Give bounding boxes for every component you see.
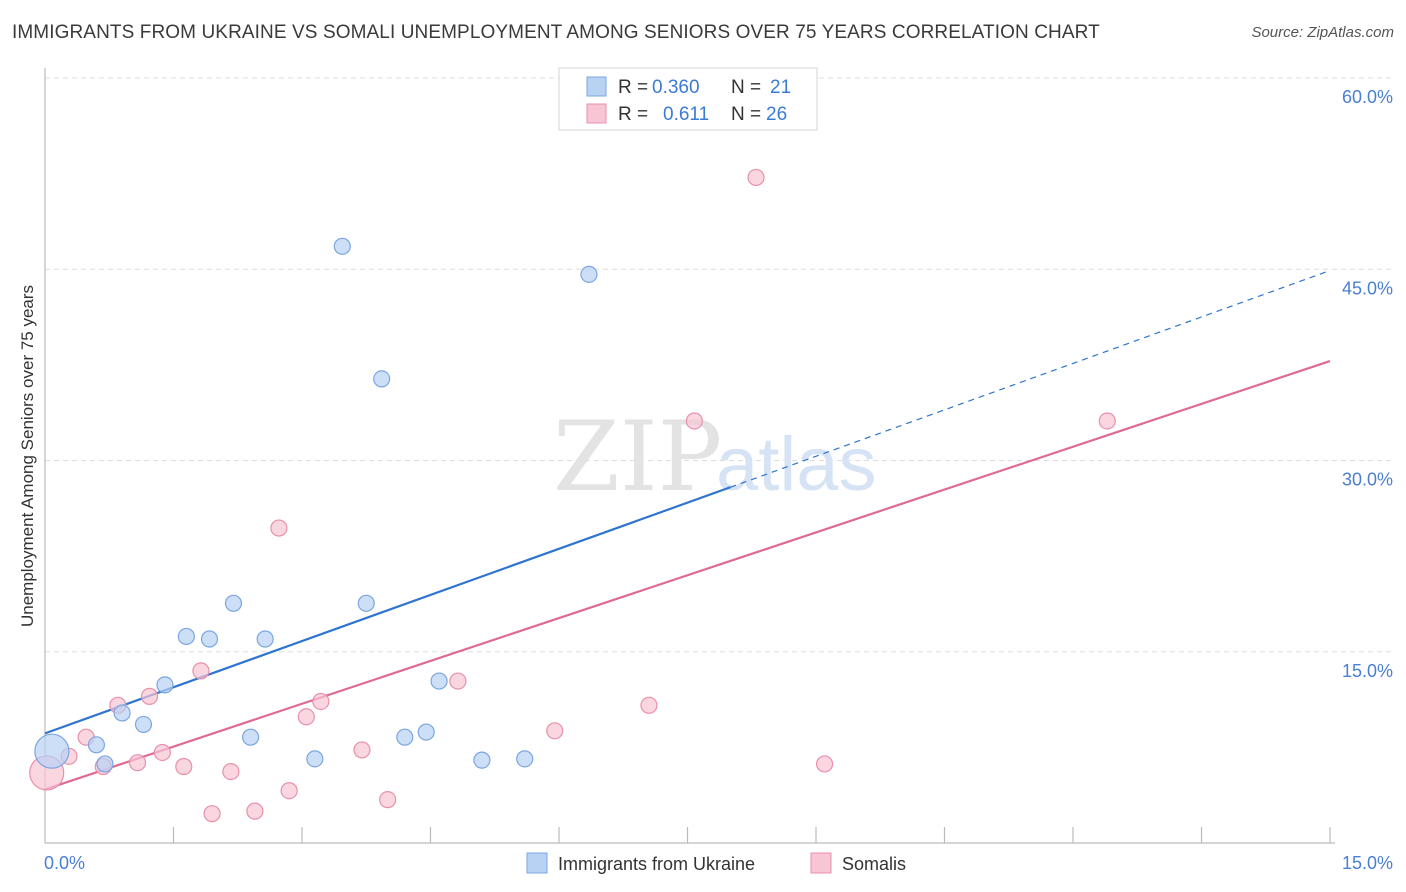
legend-n-value-ukraine: 21	[770, 77, 791, 98]
point-somali-23	[747, 168, 765, 187]
point-somali-22	[685, 412, 703, 430]
point-somali-9	[192, 662, 210, 680]
correlation-legend: R = 0.360 N = 21 R = 0.611 N = 26	[558, 67, 818, 131]
point-ukraine-8	[224, 594, 243, 612]
chart-title: IMMIGRANTS FROM UKRAINE VS SOMALI UNEMPL…	[12, 22, 1100, 43]
point-ukraine-7	[200, 630, 219, 648]
legend-swatch-somali	[586, 103, 607, 124]
point-somali-15	[297, 708, 315, 726]
point-ukraine-18	[473, 751, 491, 769]
axes	[44, 68, 1335, 844]
source-credit: Source: ZipAtlas.com	[1251, 24, 1394, 41]
y-tick-label-45: 45.0%	[1342, 278, 1393, 298]
legend-r-value-somali: 0.611	[663, 104, 709, 125]
legend-r-label-somali: R =	[618, 104, 648, 125]
watermark-atlas: atlas	[716, 422, 877, 507]
point-ukraine-15	[396, 728, 414, 746]
x-axis-ticks	[172, 827, 1331, 843]
point-somali-14	[280, 782, 298, 800]
point-ukraine-9	[242, 728, 260, 746]
trend-line-ukraine-extension	[730, 269, 1331, 488]
point-ukraine-16	[417, 723, 435, 741]
point-ukraine-2	[96, 755, 114, 773]
point-somali-8	[175, 757, 193, 776]
point-somali-13	[270, 519, 288, 537]
point-ukraine-5	[156, 676, 174, 694]
point-somali-21	[640, 696, 658, 714]
legend-n-label-ukraine: N =	[731, 77, 761, 98]
point-somali-7	[153, 743, 171, 762]
series-legend-swatch-somali	[810, 852, 832, 874]
data-points	[29, 168, 1116, 823]
point-somali-6	[140, 687, 159, 705]
point-ukraine-11	[306, 750, 324, 768]
point-ukraine-3	[113, 704, 131, 722]
point-ukraine-14	[373, 370, 391, 388]
legend-n-label-somali: N =	[731, 104, 761, 125]
series-legend: Immigrants from Ukraine Somalis	[526, 852, 906, 874]
point-somali-25	[1098, 412, 1116, 430]
trend-line-ukraine	[44, 486, 731, 735]
point-somali-19	[449, 672, 467, 690]
point-ukraine-4	[134, 715, 153, 734]
y-axis-label: Unemployment Among Seniors over 75 years	[18, 285, 37, 627]
legend-r-value-ukraine: 0.360	[652, 77, 700, 98]
y-tick-label-60: 60.0%	[1342, 87, 1393, 107]
point-somali-16	[312, 692, 330, 711]
point-ukraine-12	[333, 237, 351, 255]
point-somali-20	[546, 722, 564, 740]
y-axis-tick-labels: 15.0% 30.0% 45.0% 60.0%	[1342, 87, 1393, 681]
point-ukraine-1	[87, 736, 106, 754]
point-ukraine-19	[516, 750, 534, 768]
point-somali-17	[353, 741, 371, 759]
x-tick-label-left: 0.0%	[44, 853, 85, 873]
point-ukraine-20	[580, 265, 598, 283]
legend-r-label-ukraine: R =	[618, 77, 648, 98]
x-tick-label-right: 15.0%	[1342, 853, 1393, 873]
y-tick-label-15: 15.0%	[1342, 661, 1393, 681]
point-ukraine-13	[357, 594, 375, 612]
point-ukraine-6	[177, 627, 195, 646]
legend-n-value-somali: 26	[766, 104, 787, 125]
point-somali-10	[203, 805, 221, 823]
trend-line-somali	[44, 360, 1331, 791]
point-ukraine-10	[256, 630, 274, 648]
series-legend-swatch-ukraine	[526, 852, 548, 874]
legend-swatch-ukraine	[586, 76, 607, 97]
point-somali-5	[128, 754, 147, 772]
point-somali-12	[246, 802, 264, 820]
point-somali-11	[222, 762, 240, 781]
point-somali-18	[379, 791, 397, 809]
point-ukraine-17	[430, 672, 448, 690]
series-legend-label-somali: Somalis	[842, 854, 906, 874]
point-somali-24	[815, 755, 834, 773]
trend-lines	[44, 269, 1331, 791]
series-legend-label-ukraine: Immigrants from Ukraine	[558, 854, 755, 874]
y-tick-label-30: 30.0%	[1342, 470, 1393, 490]
point-ukraine-0	[34, 733, 70, 769]
